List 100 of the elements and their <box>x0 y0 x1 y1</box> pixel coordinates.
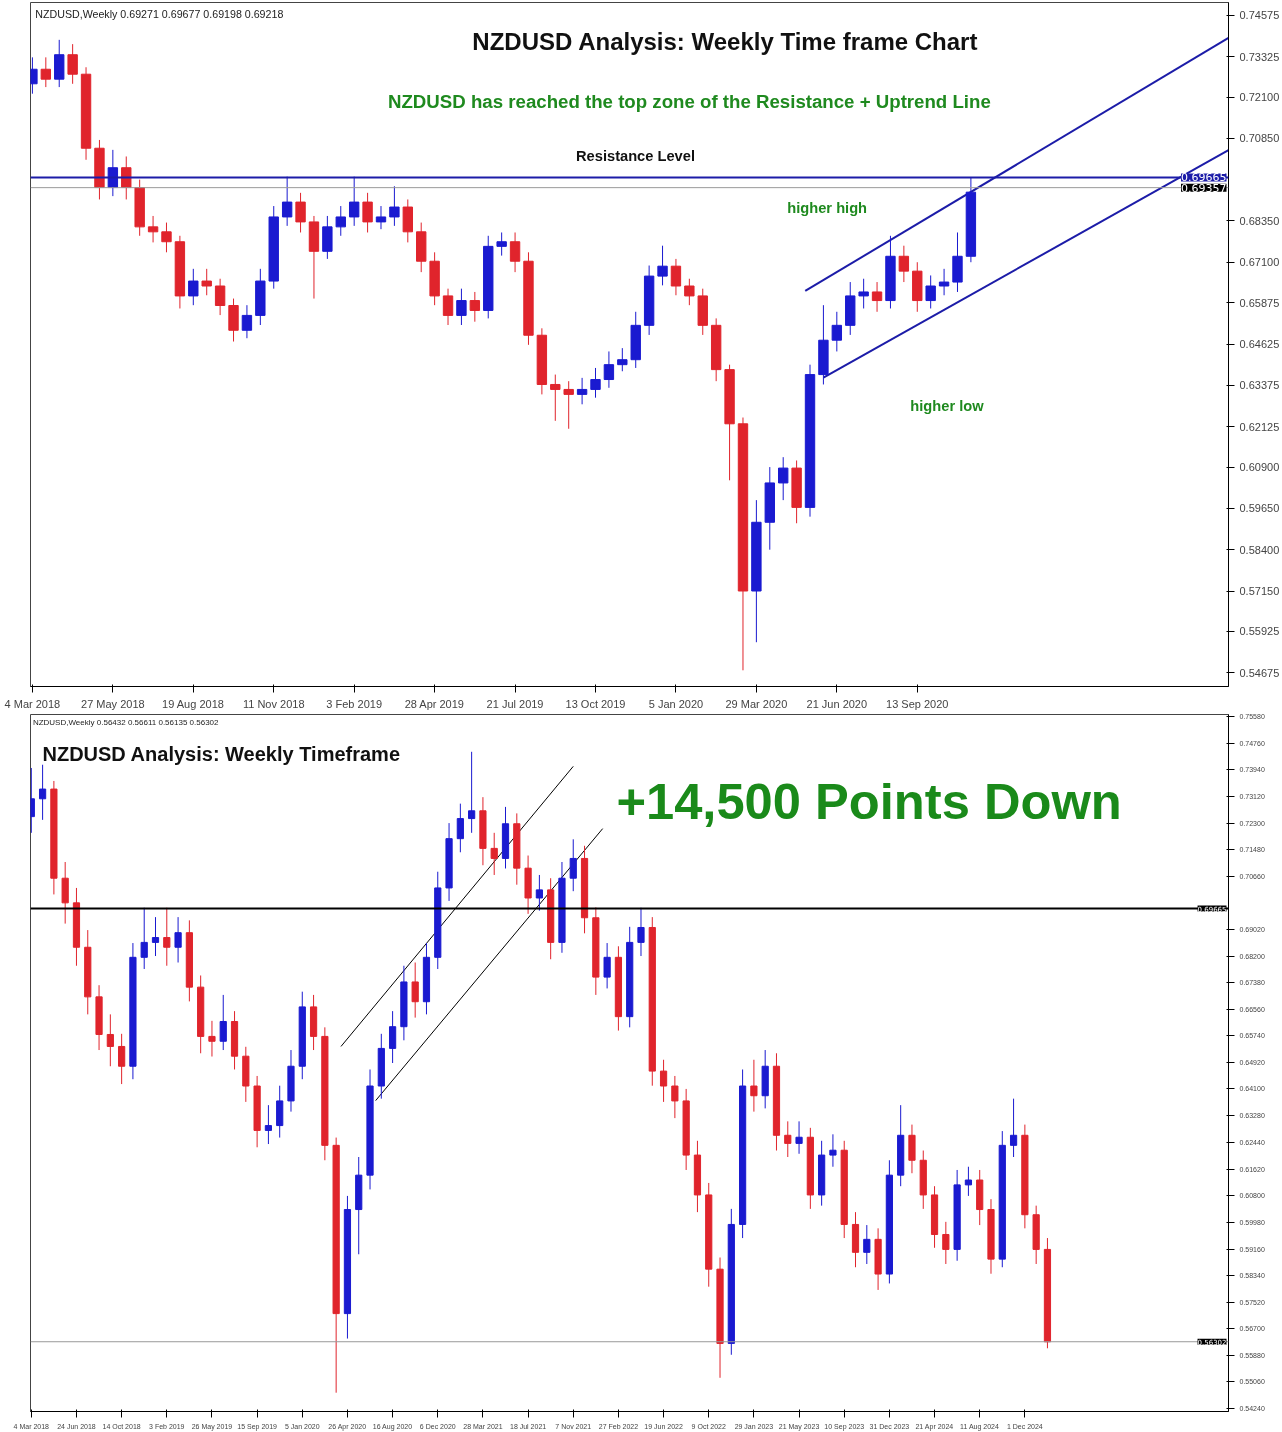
candlestick <box>496 231 507 257</box>
candlestick <box>590 367 601 399</box>
candlestick <box>468 751 476 834</box>
x-tick-label: 4 Mar 2018 <box>4 697 61 710</box>
candlestick <box>201 268 212 296</box>
y-tick-label: 0.58400 <box>1239 543 1280 556</box>
y-tick-label: 0.65875 <box>1239 296 1280 309</box>
candlestick <box>456 288 467 326</box>
candlestick <box>118 1033 126 1085</box>
candlestick <box>389 185 400 227</box>
candlestick <box>456 803 464 853</box>
candlestick <box>38 764 47 821</box>
annotation: +14,500 Points Down <box>616 773 1122 831</box>
candlestick <box>411 962 419 1019</box>
candlestick <box>750 1059 758 1113</box>
x-tick-label: 21 Jul 2019 <box>486 697 544 710</box>
candlestick <box>241 304 253 339</box>
candlestick <box>569 838 577 892</box>
y-tick-label: 0.73325 <box>1239 50 1280 63</box>
candlestick <box>637 907 645 957</box>
candlestick <box>671 1075 679 1119</box>
candlestick <box>670 258 682 296</box>
candlestick <box>659 1059 668 1103</box>
candlestick <box>898 245 910 283</box>
candlestick <box>1009 1098 1018 1158</box>
candlestick <box>831 311 843 352</box>
candlestick <box>535 874 543 912</box>
candlestick <box>858 278 869 309</box>
candlestick <box>188 268 199 306</box>
candlestick <box>214 278 226 316</box>
y-tick-label: 0.63375 <box>1239 379 1280 392</box>
candlestick <box>348 176 360 227</box>
x-tick-label: 29 Mar 2020 <box>725 697 788 710</box>
candlestick <box>795 1120 803 1155</box>
candlestick <box>617 347 628 372</box>
candlestick <box>375 205 387 230</box>
y-tick-label: 0.60900 <box>1239 461 1280 474</box>
candlestick <box>151 916 160 957</box>
candlestick <box>442 288 454 326</box>
candlestick <box>106 1013 114 1067</box>
candlestick <box>925 274 936 309</box>
candlestick <box>469 291 481 323</box>
x-tick-label: 21 Jun 2020 <box>806 697 868 710</box>
candlestick <box>335 205 346 237</box>
annotation: NZDUSD,Weekly 0.56432 0.56611 0.56135 0.56302 <box>32 717 220 727</box>
candlestick <box>576 377 588 405</box>
candlestick <box>657 245 668 286</box>
x-tick-label: 13 Oct 2019 <box>565 697 626 710</box>
y-tick-label: 0.74575 <box>1239 9 1280 22</box>
candlestick <box>603 942 611 989</box>
candlestick <box>295 192 306 233</box>
candlestick <box>174 916 182 963</box>
text: NZDUSD Analysis: Weekly Timeframe <box>42 743 401 766</box>
candlestick <box>603 350 615 389</box>
candlestick <box>684 278 695 306</box>
candlestick <box>40 56 52 88</box>
x-tick-label: 28 Apr 2019 <box>404 697 464 710</box>
annotation: NZDUSD,Weekly 0.69271 0.69677 0.69198 0.69218 <box>35 7 284 20</box>
candlestick <box>264 1104 273 1145</box>
candlestick <box>281 176 293 227</box>
y-tick-label: 0.64625 <box>1239 338 1280 350</box>
candlestick <box>784 1120 792 1158</box>
x-tick-label: 19 Aug 2018 <box>162 697 224 710</box>
y-tick-label: 0.72100 <box>1239 91 1280 103</box>
y-tick-label: 0.57150 <box>1239 585 1280 597</box>
candlestick <box>163 907 171 967</box>
annotation: higher low <box>910 398 985 415</box>
annotation: Resistance Level <box>576 148 695 165</box>
candlestick <box>362 192 373 233</box>
candlestick <box>942 1221 950 1265</box>
x-tick-label: 3 Feb 2019 <box>326 697 383 710</box>
ref-line-label: 0.69665 <box>1181 171 1227 185</box>
x-tick-label: 5 Jan 2020 <box>648 697 704 710</box>
y-tick-label: 0.67100 <box>1239 256 1280 269</box>
candlestick <box>563 380 574 430</box>
annotation: higher high <box>787 199 868 216</box>
candlestick <box>863 1224 871 1265</box>
x-tick-label: 13 Sep 2020 <box>886 697 949 710</box>
y-tick-label: 0.62125 <box>1239 420 1280 433</box>
y-tick-label: 0.59650 <box>1239 502 1280 515</box>
text: NZDUSD Analysis: Weekly Time frame Chart <box>472 27 978 55</box>
candlestick <box>778 456 789 501</box>
ref-line-label: 0.69357 <box>1181 181 1227 195</box>
y-tick-label: 0.70850 <box>1239 132 1280 145</box>
candlestick <box>219 994 227 1051</box>
candlestick <box>147 215 159 243</box>
candlestick <box>140 907 148 970</box>
x-tick-label: 27 May 2018 <box>81 697 145 710</box>
annotation: NZDUSD has reached the top zone of the Resistance + Uptrend Line <box>388 91 991 113</box>
candlestick <box>509 231 521 273</box>
candlestick <box>67 43 78 85</box>
candlestick <box>938 268 950 296</box>
y-tick-label: 0.68350 <box>1239 214 1280 227</box>
y-tick-label: 0.55925 <box>1239 625 1280 638</box>
candlestick <box>871 281 883 313</box>
candlestick <box>161 222 172 253</box>
candlestick <box>550 374 561 422</box>
x-tick-label: 11 Nov 2018 <box>242 697 305 710</box>
candlestick <box>964 1166 973 1197</box>
candlestick <box>208 1020 216 1058</box>
